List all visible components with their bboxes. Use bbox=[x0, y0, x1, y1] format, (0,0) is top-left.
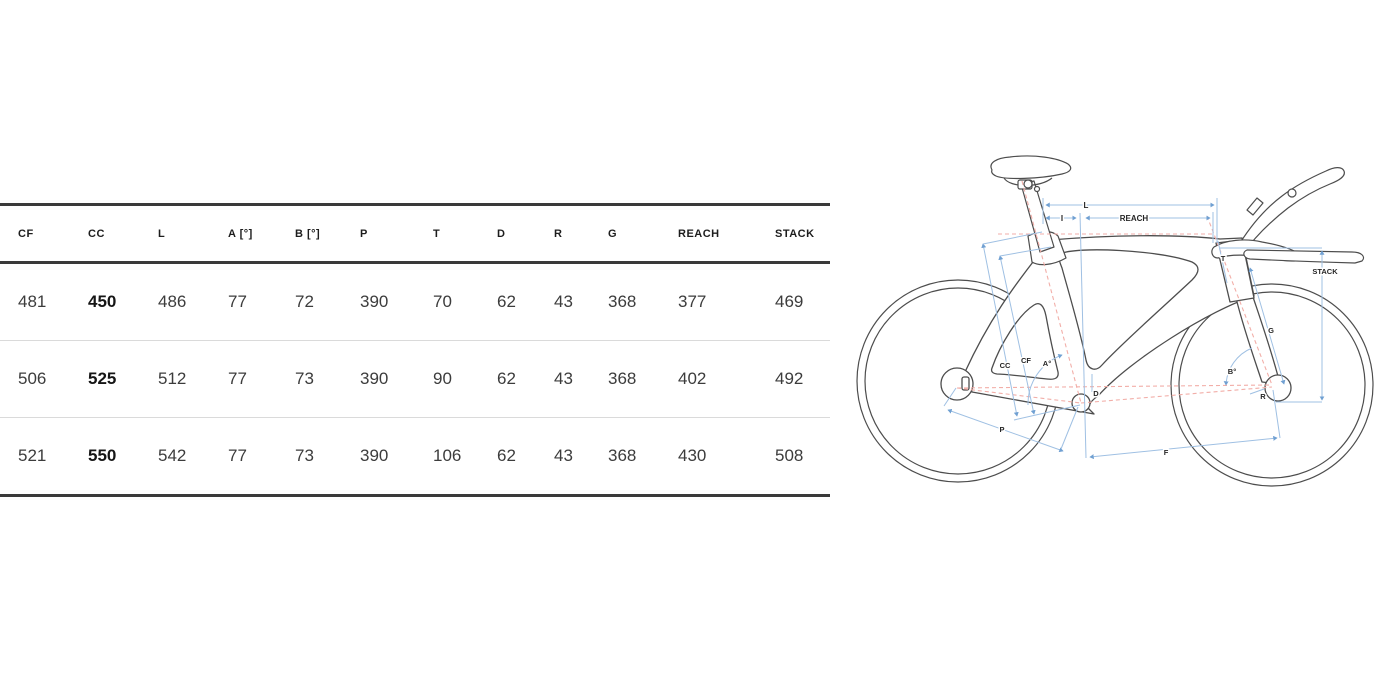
dimension-lines bbox=[943, 198, 1325, 460]
label-f: F bbox=[1164, 448, 1169, 457]
column-header: P bbox=[360, 204, 433, 264]
table-row: 481 450 486 77 72 390 70 62 43 368 377 469 bbox=[0, 263, 830, 341]
cell: 73 bbox=[295, 340, 360, 418]
cell: 368 bbox=[608, 340, 678, 418]
cell: 430 bbox=[678, 417, 775, 496]
cell: 525 bbox=[88, 340, 158, 418]
cell: 377 bbox=[678, 292, 707, 311]
saddle-assembly bbox=[990, 155, 1072, 266]
column-header: R bbox=[554, 204, 608, 264]
cockpit bbox=[1211, 167, 1365, 264]
cell: 390 bbox=[360, 417, 433, 496]
extension-bolt bbox=[1287, 188, 1297, 198]
cell: 508 bbox=[775, 417, 830, 496]
table-row: 506 525 512 77 73 390 90 62 43 368 402 492 bbox=[0, 340, 830, 418]
cell: 62 bbox=[497, 292, 516, 311]
column-header: T bbox=[433, 204, 497, 264]
clamp-bolt bbox=[1023, 179, 1033, 189]
cell: 542 bbox=[158, 417, 228, 496]
geometry-table: CF CC L A [°] B [°] P T D R G REACH STACK 481 450 486 7… bbox=[0, 203, 830, 497]
cell: 550 bbox=[88, 417, 158, 496]
cell: 492 bbox=[775, 340, 830, 418]
label-b-angle: B° bbox=[1228, 367, 1236, 376]
cell: 43 bbox=[554, 417, 608, 496]
column-header: B [°] bbox=[295, 204, 360, 264]
cell: 512 bbox=[158, 340, 228, 418]
label-p: P bbox=[999, 425, 1004, 434]
label-stack: STACK bbox=[1312, 267, 1338, 276]
column-header: REACH bbox=[678, 204, 775, 264]
label-g: G bbox=[1268, 326, 1274, 335]
column-header: G bbox=[608, 204, 678, 264]
rear-axle bbox=[961, 376, 970, 391]
cell: 77 bbox=[228, 292, 247, 311]
cell: 368 bbox=[608, 292, 637, 311]
column-header: STACK bbox=[775, 204, 830, 264]
dimension-labels: L I REACH T STACK G CC CF A° B° D R P F bbox=[998, 200, 1340, 459]
bike-geometry-diagram: L I REACH T STACK G CC CF A° B° D R P F bbox=[850, 130, 1400, 520]
cell: 90 bbox=[433, 340, 497, 418]
cell: 43 bbox=[554, 292, 573, 311]
label-i: I bbox=[1061, 214, 1063, 223]
bike-diagram-svg: L I REACH T STACK G CC CF A° B° D R P F bbox=[856, 155, 1374, 487]
clamp-bolt-2 bbox=[1033, 185, 1041, 193]
label-reach: REACH bbox=[1120, 214, 1149, 223]
saddle bbox=[990, 155, 1072, 180]
column-header: CC bbox=[88, 204, 158, 264]
cell: 390 bbox=[360, 340, 433, 418]
column-header: L bbox=[158, 204, 228, 264]
cell: 486 bbox=[158, 292, 187, 311]
cell: 390 bbox=[360, 292, 389, 311]
seat-tube-axis bbox=[1021, 180, 1082, 404]
cell: 62 bbox=[497, 340, 554, 418]
cell: 106 bbox=[433, 417, 497, 496]
cell: 402 bbox=[678, 340, 775, 418]
label-l: L bbox=[1084, 201, 1089, 210]
column-header: CF bbox=[0, 204, 88, 264]
cell: 62 bbox=[497, 417, 554, 496]
bb-front-axle-line bbox=[1080, 386, 1273, 404]
header-row: CF CC L A [°] B [°] P T D R G REACH STACK bbox=[0, 204, 830, 264]
cell: 450 bbox=[88, 292, 117, 311]
label-t: T bbox=[1221, 254, 1226, 263]
cell: 506 bbox=[0, 340, 88, 418]
cell: 481 bbox=[18, 292, 47, 311]
cell: 77 bbox=[228, 417, 295, 496]
cell: 73 bbox=[295, 417, 360, 496]
label-cc: CC bbox=[1000, 361, 1011, 370]
cell: 521 bbox=[0, 417, 88, 496]
column-header: D bbox=[497, 204, 554, 264]
cell: 72 bbox=[295, 292, 314, 311]
cell: 70 bbox=[433, 292, 452, 311]
front-dropout bbox=[1264, 374, 1292, 402]
cell: 469 bbox=[775, 292, 804, 311]
label-a-angle: A° bbox=[1043, 359, 1051, 368]
label-cf: CF bbox=[1021, 356, 1031, 365]
table-row: 521 550 542 77 73 390 106 62 43 368 430 508 bbox=[0, 417, 830, 496]
label-r: R bbox=[1260, 392, 1266, 401]
extension-joint bbox=[1246, 197, 1264, 216]
cell: 368 bbox=[608, 417, 678, 496]
column-header: A [°] bbox=[228, 204, 295, 264]
armrest-pad bbox=[1243, 249, 1365, 264]
rear-hub bbox=[940, 367, 974, 401]
cell: 43 bbox=[554, 340, 608, 418]
label-d: D bbox=[1093, 389, 1099, 398]
aero-extension bbox=[1239, 167, 1345, 256]
cell: 77 bbox=[228, 340, 295, 418]
